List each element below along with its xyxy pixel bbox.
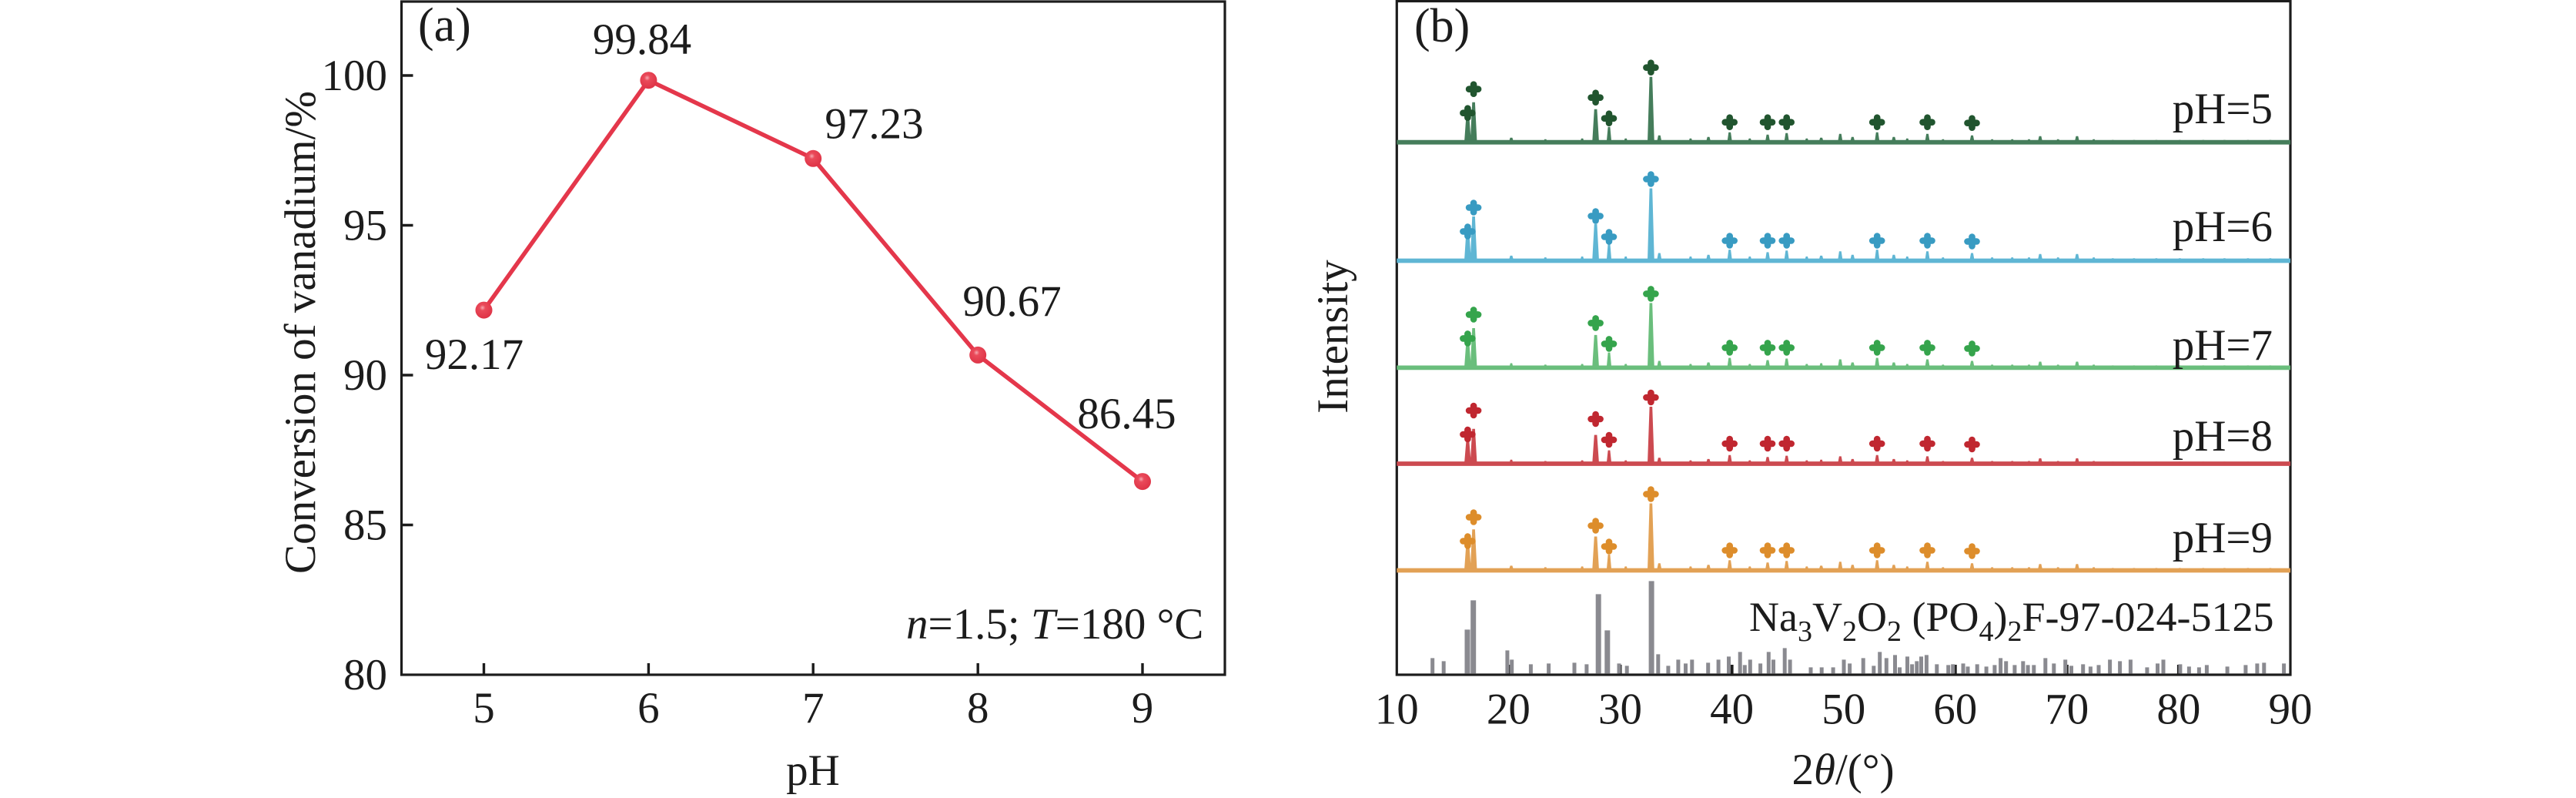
svg-text:95: 95	[343, 202, 387, 250]
svg-text:10: 10	[1375, 686, 1419, 734]
svg-text:n=1.5; T=180 °C: n=1.5; T=180 °C	[906, 600, 1203, 649]
svg-text:8: 8	[967, 684, 989, 733]
svg-text:99.84: 99.84	[593, 15, 691, 64]
svg-text:6: 6	[637, 684, 660, 733]
svg-text:90: 90	[343, 351, 387, 400]
svg-text:92.17: 92.17	[425, 330, 524, 379]
svg-text:90: 90	[2269, 686, 2313, 734]
svg-text:pH=6: pH=6	[2173, 203, 2273, 251]
svg-text:80: 80	[2156, 686, 2200, 734]
svg-text:85: 85	[343, 501, 387, 550]
svg-text:80: 80	[343, 651, 387, 699]
svg-text:pH=7: pH=7	[2173, 321, 2273, 370]
svg-text:Conversion of vanadium/%: Conversion of vanadium/%	[276, 91, 325, 574]
svg-text:pH=5: pH=5	[2173, 85, 2273, 133]
svg-text:7: 7	[802, 684, 825, 733]
svg-text:86.45: 86.45	[1077, 390, 1176, 438]
svg-text:Intensity: Intensity	[1309, 260, 1357, 414]
svg-text:100: 100	[322, 52, 388, 100]
svg-text:2θ/(°): 2θ/(°)	[1791, 746, 1894, 794]
svg-text:50: 50	[1822, 686, 1865, 734]
svg-text:(a): (a)	[418, 0, 471, 52]
svg-text:60: 60	[1933, 686, 1977, 734]
svg-text:97.23: 97.23	[825, 100, 923, 149]
svg-text:20: 20	[1487, 686, 1531, 734]
svg-text:40: 40	[1710, 686, 1754, 734]
svg-text:pH=8: pH=8	[2173, 412, 2273, 461]
svg-text:(b): (b)	[1414, 0, 1470, 52]
svg-text:pH=9: pH=9	[2173, 514, 2273, 562]
svg-text:5: 5	[473, 684, 495, 733]
svg-text:90.67: 90.67	[962, 277, 1061, 326]
svg-text:9: 9	[1132, 684, 1154, 733]
svg-text:30: 30	[1598, 686, 1642, 734]
svg-text:Na3V2O2 (PO4)2F-97-024-5125: Na3V2O2 (PO4)2F-97-024-5125	[1749, 594, 2273, 648]
svg-text:70: 70	[2045, 686, 2089, 734]
svg-text:pH: pH	[786, 746, 840, 795]
